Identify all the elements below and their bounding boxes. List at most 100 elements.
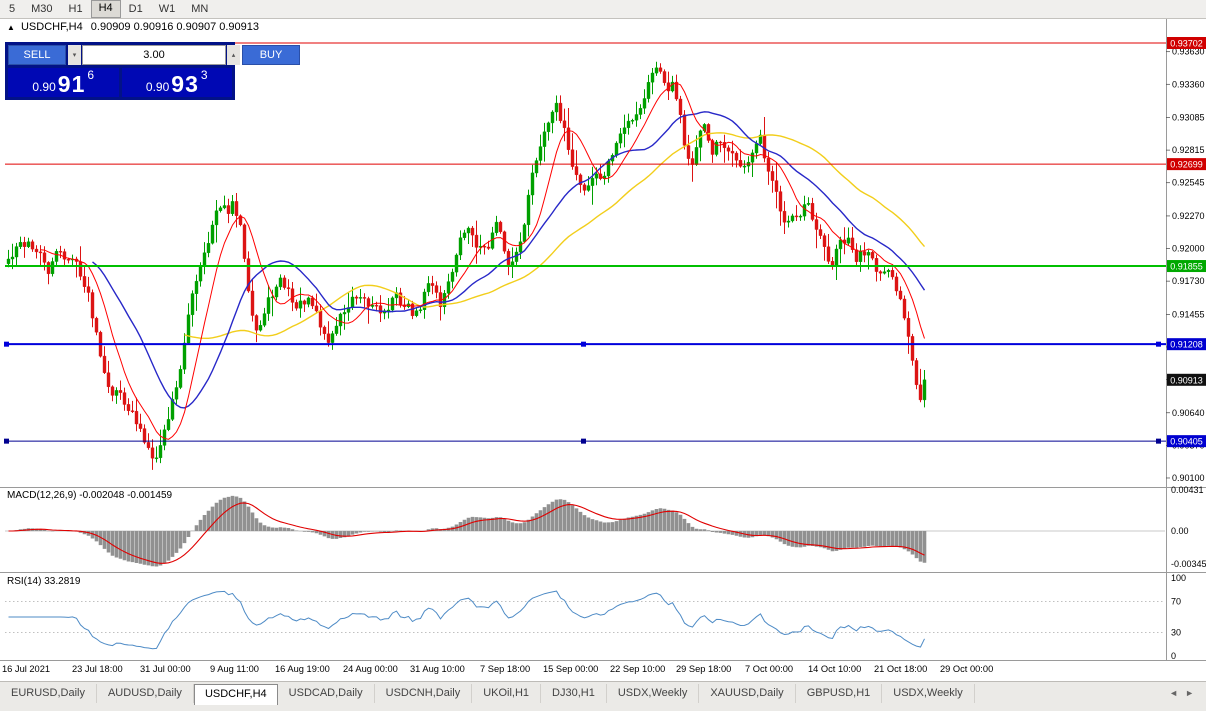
timeframe-toolbar: 5 M30 H1 H4 D1 W1 MN [0,0,1206,19]
volume-stepper: ▾ ▴ [68,45,240,65]
buy-price-pips: 93 [171,71,199,97]
timeframe-button-h1[interactable]: H1 [68,3,83,15]
svg-text:0.91730: 0.91730 [1172,276,1205,286]
symbol-tab-bar: EURUSD,Daily AUDUSD,Daily USDCHF,H4 USDCAD,… [0,681,1206,711]
time-axis: 16 Jul 2021 23 Jul 18:00 31 Jul 00:00 9 Aug… [2,664,993,674]
level-price-tag [1167,435,1206,448]
ma-fast-line [40,82,925,440]
svg-text:0.93702: 0.93702 [1170,39,1203,49]
svg-text:0.92545: 0.92545 [1172,178,1205,188]
svg-text:31 Jul 00:00: 31 Jul 00:00 [140,664,191,674]
sell-button[interactable]: SELL [8,45,66,65]
macd-signal-line [8,502,925,564]
svg-text:29 Sep 18:00: 29 Sep 18:00 [676,664,731,674]
svg-text:14 Oct 10:00: 14 Oct 10:00 [808,664,861,674]
svg-text:70: 70 [1171,596,1181,606]
collapse-panel-icon[interactable]: ▲ [7,23,15,32]
ma-mid-line [92,111,926,409]
buy-price-display[interactable]: 0.90 93 3 [121,68,232,97]
svg-text:0.92000: 0.92000 [1172,244,1205,254]
svg-text:0.00: 0.00 [1171,526,1189,536]
rsi-pane[interactable] [5,590,1166,650]
svg-text:0.93360: 0.93360 [1172,79,1205,89]
svg-text:24 Aug 00:00: 24 Aug 00:00 [343,664,398,674]
svg-text:0.91455: 0.91455 [1172,309,1205,319]
one-click-trading-panel: SELL ▾ ▴ BUY 0.90 91 6 0.90 93 3 [5,42,300,100]
level-lines: 0.93702 0.92699 0.91855 0.91208 0.90405 [4,37,1206,448]
svg-text:15 Sep 00:00: 15 Sep 00:00 [543,664,598,674]
level-price-tag [1167,158,1206,171]
tab-scroll-right-icon[interactable]: ► [1185,688,1194,698]
svg-text:0.90913: 0.90913 [1170,375,1203,385]
chart-header: ▲ USDCHF,H4 0.90909 0.90916 0.90907 0.90… [7,21,259,33]
svg-text:16 Aug 19:00: 16 Aug 19:00 [275,664,330,674]
macd-pane[interactable] [5,495,1166,567]
volume-decrease-icon[interactable]: ▾ [68,45,81,65]
svg-text:0.92270: 0.92270 [1172,211,1205,221]
level-handle[interactable] [581,438,586,444]
svg-text:0.91855: 0.91855 [1170,262,1203,272]
tab-scroll-left-icon[interactable]: ◄ [1169,688,1179,698]
current-price-tag [1167,373,1206,386]
rsi-line [8,590,925,650]
symbol-tab-7-usdx-weekly[interactable]: USDX,Weekly [607,684,700,703]
buy-price-base: 0.90 [145,80,170,94]
level-price-tag [1167,338,1206,351]
svg-text:0.00431: 0.00431 [1171,485,1204,495]
svg-text:0.93085: 0.93085 [1172,113,1205,123]
symbol-tab-5-ukoil-h1[interactable]: UKOil,H1 [472,684,542,703]
symbol-tab-0-eurusd-daily[interactable]: EURUSD,Daily [0,684,97,703]
svg-text:0.91208: 0.91208 [1170,340,1203,350]
volume-input[interactable] [82,45,226,65]
macd-indicator-label: MACD(12,26,9) -0.002048 -0.001459 [7,490,173,501]
svg-text:30: 30 [1171,628,1181,638]
buy-button[interactable]: BUY [242,45,300,65]
timeframe-button-m30[interactable]: M30 [31,3,53,15]
symbol-tab-10-usdx-weekly[interactable]: USDX,Weekly [882,684,975,703]
chart-ohlc-values: 0.90909 0.90916 0.90907 0.90913 [90,21,259,33]
volume-increase-icon[interactable]: ▴ [227,45,240,65]
symbol-tab-1-audusd-daily[interactable]: AUDUSD,Daily [97,684,194,703]
tab-scroll-arrows: ◄ ► [1169,684,1206,698]
svg-text:21 Oct 18:00: 21 Oct 18:00 [874,664,927,674]
sell-price-display[interactable]: 0.90 91 6 [8,68,119,97]
svg-text:0.93630: 0.93630 [1172,47,1205,57]
level-handle[interactable] [1156,438,1161,444]
chart-symbol-label: USDCHF,H4 [20,21,83,33]
buy-price-point: 3 [200,68,208,82]
sell-price-pips: 91 [57,71,86,97]
svg-text:0.92815: 0.92815 [1172,145,1205,155]
svg-text:0.90640: 0.90640 [1172,408,1205,418]
price-pane[interactable] [6,61,927,470]
timeframe-button-5[interactable]: 5 [9,3,16,15]
symbol-tab-3-usdcad-daily[interactable]: USDCAD,Daily [278,684,375,703]
rsi-indicator-label: RSI(14) 33.2819 [7,576,81,587]
svg-text:23 Jul 18:00: 23 Jul 18:00 [72,664,123,674]
svg-text:7 Sep 18:00: 7 Sep 18:00 [480,664,530,674]
level-handle[interactable] [1156,341,1161,347]
svg-text:9 Aug 11:00: 9 Aug 11:00 [210,664,259,674]
timeframe-button-mn[interactable]: MN [191,3,209,15]
symbol-tab-8-xauusd-daily[interactable]: XAUUSD,Daily [699,684,796,703]
level-handle[interactable] [4,438,9,444]
timeframe-button-h4[interactable]: H4 [90,0,121,18]
symbol-tab-2-usdchf-h4[interactable]: USDCHF,H4 [193,684,278,705]
timeframe-button-w1[interactable]: W1 [158,3,176,15]
symbol-tab-9-gbpusd-h1[interactable]: GBPUSD,H1 [796,684,883,703]
level-handle[interactable] [581,341,586,347]
candle-bodies-up [6,67,927,459]
svg-text:0.90405: 0.90405 [1170,437,1203,447]
symbol-tab-6-dj30-h1[interactable]: DJ30,H1 [541,684,607,703]
svg-text:100: 100 [1171,573,1186,583]
sell-price-point: 6 [87,68,95,82]
symbol-tab-4-usdcnh-daily[interactable]: USDCNH,Daily [375,684,473,703]
timeframe-button-d1[interactable]: D1 [128,3,143,15]
svg-text:7 Oct 00:00: 7 Oct 00:00 [745,664,793,674]
svg-text:31 Aug 10:00: 31 Aug 10:00 [410,664,465,674]
pane-separators [0,19,1206,661]
level-handle[interactable] [4,341,9,347]
sell-price-base: 0.90 [32,80,56,94]
svg-text:0.90100: 0.90100 [1172,473,1205,483]
svg-text:-0.00345: -0.00345 [1171,559,1206,569]
